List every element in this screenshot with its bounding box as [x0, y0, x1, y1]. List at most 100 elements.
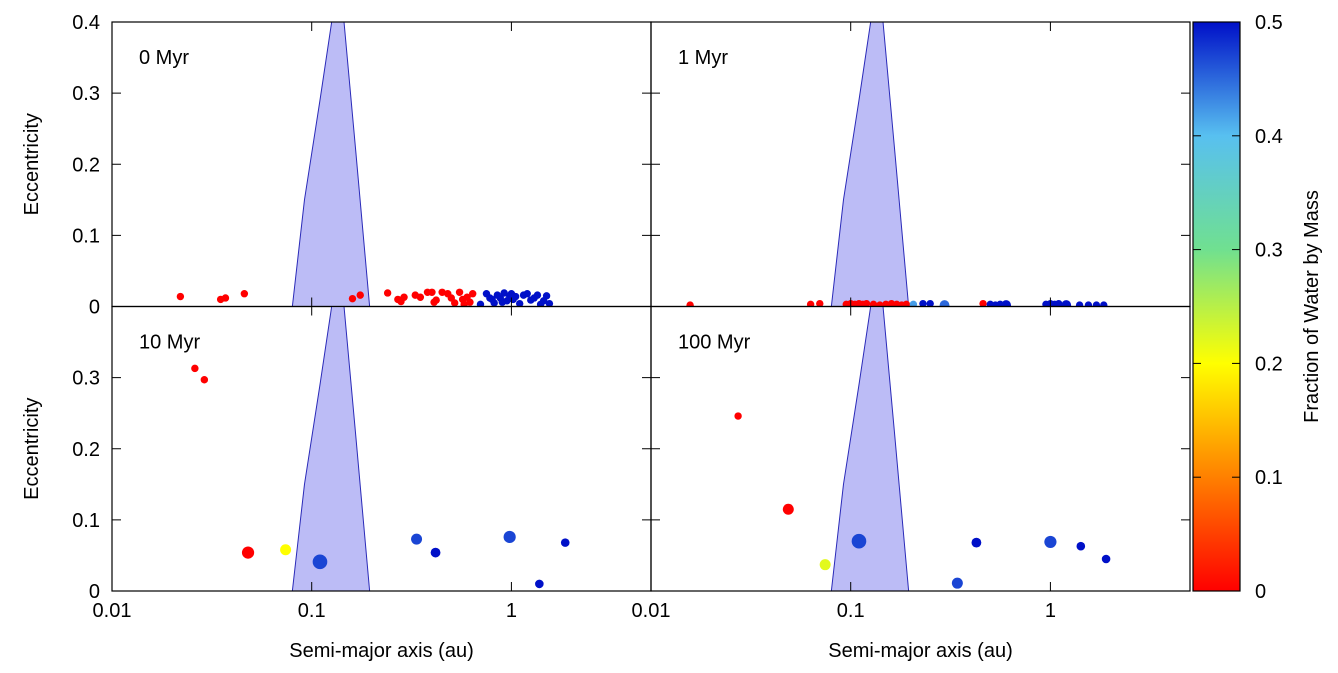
panel-label: 10 Myr: [139, 332, 200, 354]
planet: [560, 538, 570, 547]
x-axis-label: Semi-major axis (au): [289, 640, 473, 662]
planet: [909, 300, 918, 307]
plot-area: [191, 306, 570, 591]
planet: [686, 301, 694, 307]
planet: [919, 299, 927, 307]
planet: [240, 289, 249, 298]
planet: [455, 288, 464, 296]
planet: [280, 544, 292, 556]
y-tick-label: 0.3: [72, 83, 100, 105]
planet: [734, 412, 742, 420]
plot-area: [734, 306, 1111, 591]
planet: [545, 299, 554, 307]
planet: [979, 299, 987, 307]
planet: [191, 364, 199, 373]
plot-area: [176, 22, 554, 307]
frame: [650, 21, 1191, 308]
planet: [1100, 301, 1108, 307]
planet: [971, 537, 982, 548]
planet: [466, 298, 474, 306]
planet: [411, 533, 423, 545]
planet: [1054, 299, 1063, 307]
planet: [1084, 301, 1093, 307]
planet: [500, 289, 508, 297]
planet: [542, 292, 551, 300]
planet: [1061, 300, 1072, 307]
planet: [469, 289, 477, 298]
planet: [816, 299, 824, 307]
planet: [348, 294, 357, 303]
y-tick-label: 0.2: [72, 154, 100, 176]
planet: [438, 288, 446, 296]
x-tick-label: 0.1: [837, 600, 865, 622]
planet: [511, 292, 520, 301]
planet: [869, 300, 878, 307]
y-tick-label: 0.1: [72, 225, 100, 247]
planet: [383, 289, 392, 297]
y-tick-label: 0: [89, 297, 100, 319]
planet: [503, 530, 516, 544]
region: [830, 22, 910, 307]
planet: [200, 376, 209, 384]
x-tick-label: 0.01: [93, 600, 132, 622]
planet: [862, 299, 871, 307]
colorbar-tick-label: 0.5: [1255, 12, 1283, 34]
planet: [1075, 301, 1084, 307]
planet: [476, 300, 485, 307]
plot-area: [686, 22, 1108, 307]
y-axis-label: Eccentricity: [21, 398, 43, 500]
region: [291, 306, 371, 591]
region: [830, 306, 910, 591]
panel-label: 0 Myr: [139, 47, 189, 69]
planet: [851, 533, 867, 549]
colorbar-tick-label: 0.1: [1255, 467, 1283, 489]
colorbar-label: Fraction of Water by Mass: [1301, 190, 1323, 423]
frame: [111, 21, 652, 308]
planet: [221, 294, 230, 302]
x-tick-label: 0.1: [298, 600, 326, 622]
y-tick-label: 0.2: [72, 439, 100, 461]
y-tick-label: 0.1: [72, 510, 100, 532]
planet: [460, 300, 468, 307]
planet: [533, 291, 542, 299]
colorbar-tick-label: 0.2: [1255, 353, 1283, 375]
panel-label: 1 Myr: [678, 47, 728, 69]
planet: [176, 292, 185, 301]
planet: [430, 547, 441, 558]
y-tick-label: 0: [89, 581, 100, 603]
colorbar: [1192, 21, 1241, 592]
planet: [416, 293, 425, 301]
panel-label: 100 Myr: [678, 332, 751, 354]
planet: [902, 300, 911, 307]
planet: [882, 300, 890, 307]
planet: [312, 554, 328, 570]
y-axis-label: Eccentricity: [21, 113, 43, 215]
planet: [951, 577, 963, 589]
colorbar-tick-label: 0: [1255, 581, 1266, 603]
planet: [782, 503, 794, 515]
planet: [819, 559, 831, 571]
x-tick-label: 1: [506, 600, 517, 622]
colorbar-tick-label: 0.3: [1255, 240, 1283, 262]
planet: [523, 289, 531, 298]
frame: [650, 305, 1191, 592]
planet: [428, 288, 436, 296]
planet: [356, 291, 364, 299]
region: [291, 22, 371, 307]
planet: [1076, 541, 1086, 551]
planet: [926, 299, 934, 307]
y-tick-label: 0.4: [72, 12, 100, 34]
planet: [1101, 554, 1111, 564]
planet: [806, 300, 815, 307]
planet: [450, 299, 459, 307]
x-tick-label: 0.01: [632, 600, 671, 622]
planet: [1044, 535, 1057, 549]
planet: [432, 296, 440, 304]
planet: [1001, 300, 1012, 307]
planet: [241, 546, 255, 559]
colorbar-tick-label: 0.4: [1255, 126, 1283, 148]
planet: [400, 293, 408, 301]
planet: [535, 579, 544, 589]
planet: [876, 301, 884, 307]
